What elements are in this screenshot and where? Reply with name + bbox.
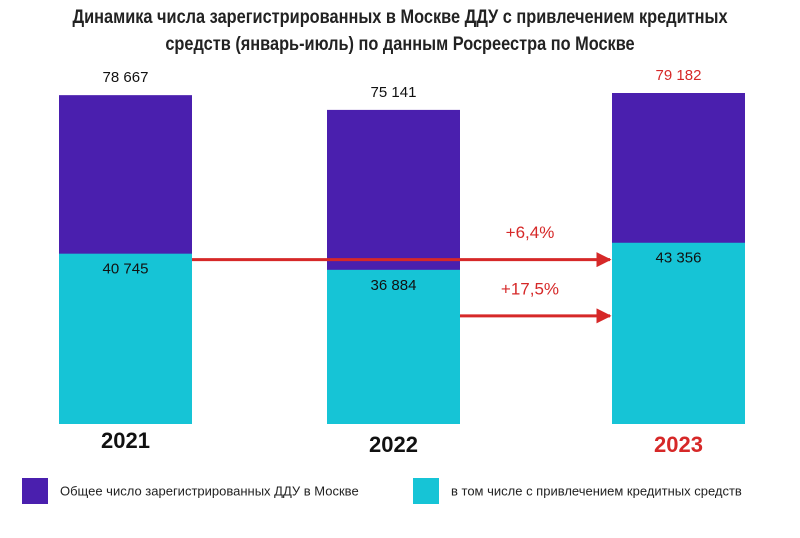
chart-title: Динамика числа зарегистрированных в Моск… xyxy=(72,7,728,55)
bar xyxy=(59,253,192,424)
legend-label: в том числе с привлечением кредитных сре… xyxy=(451,483,742,498)
bar xyxy=(612,242,745,424)
legend-swatch xyxy=(22,478,48,504)
legend-label: Общее число зарегистрированных ДДУ в Мос… xyxy=(60,483,359,498)
x-tick-label: 2022 xyxy=(369,432,418,457)
x-tick-label: 2021 xyxy=(101,428,150,453)
title-box: Динамика числа зарегистрированных в Моск… xyxy=(72,7,728,55)
value-label: 36 884 xyxy=(371,277,417,294)
annotation: +17,5% xyxy=(501,279,559,298)
value-label: 75 141 xyxy=(371,84,417,101)
x-tick-label: 2023 xyxy=(654,432,703,457)
legend-swatch xyxy=(413,478,439,504)
value-label: 79 182 xyxy=(656,67,702,84)
value-label: 40 745 xyxy=(103,261,149,278)
annotation: +6,4% xyxy=(506,223,555,242)
value-label: 78 667 xyxy=(103,69,149,86)
bar xyxy=(327,269,460,424)
value-label: 43 356 xyxy=(656,250,702,267)
